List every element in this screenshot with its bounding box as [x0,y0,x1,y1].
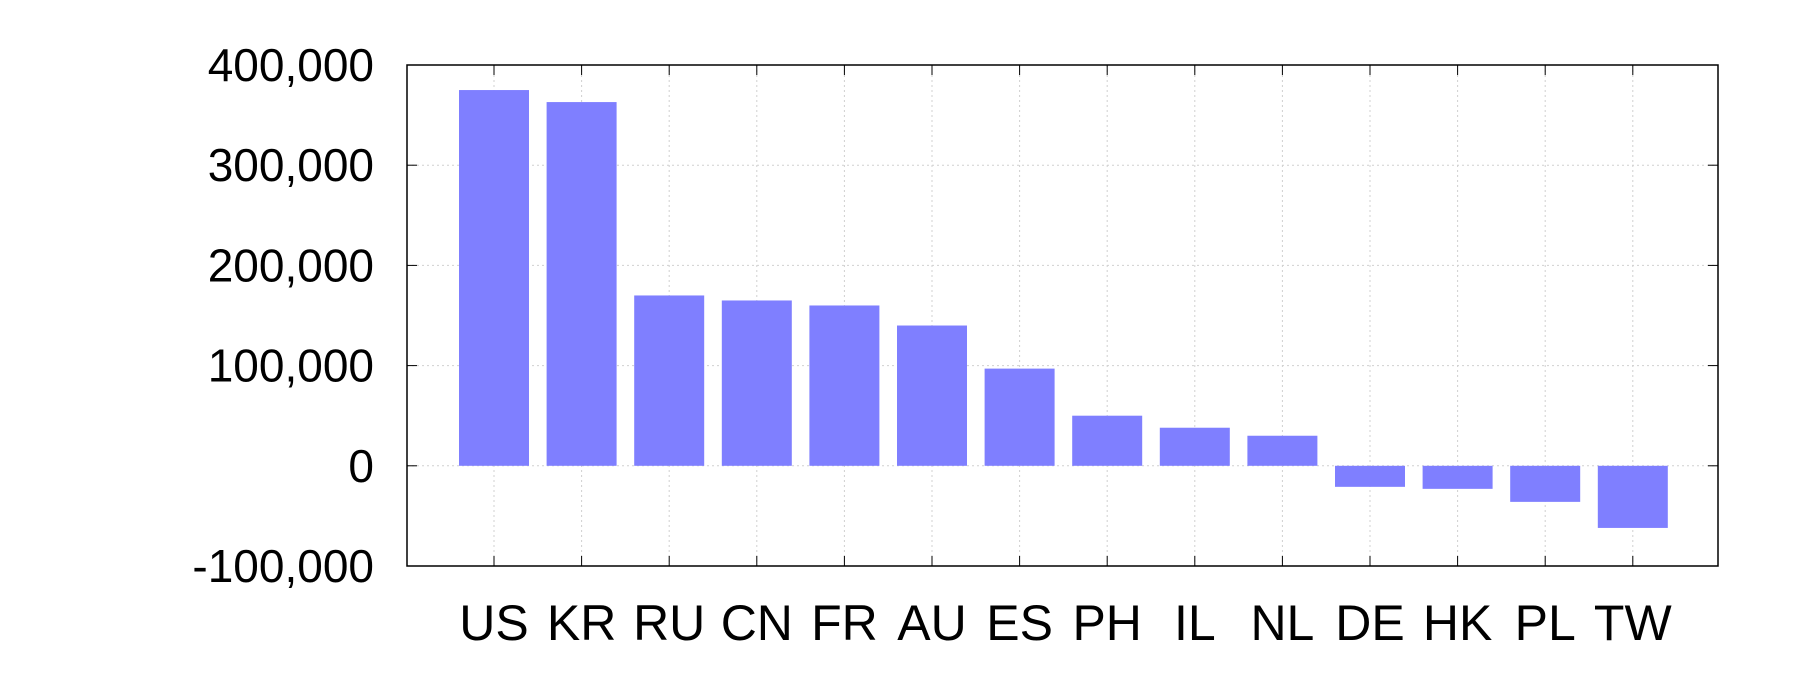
bar-il [1159,427,1230,466]
bars [459,90,1668,528]
x-tick-label: FR [811,595,878,651]
y-axis-tick-labels: 400,000 300,000 200,000 100,000 0 -100,000 [192,39,374,592]
bar-au [897,325,967,466]
x-tick-label: KR [547,595,616,651]
bar-hk [1422,465,1493,489]
x-tick-label: RU [633,595,705,651]
bar-ru [634,295,705,466]
x-tick-label: HK [1423,595,1492,651]
y-tick-label: -100,000 [192,540,374,592]
x-tick-label: PL [1515,595,1576,651]
x-tick-label: NL [1250,595,1314,651]
bar-nl [1247,435,1318,466]
bar-tw [1597,465,1668,528]
bar-us [459,90,529,466]
bar-kr [546,102,617,466]
bar-cn [721,300,792,466]
plot-frame [406,64,1719,567]
x-tick-label: TW [1594,595,1673,651]
x-tick-label: ES [986,595,1053,651]
x-tick-label: DE [1335,595,1404,651]
bar-ph [1072,415,1143,466]
y-tick-label: 300,000 [208,139,374,191]
x-tick-label: CN [721,595,793,651]
x-tick-label: PH [1072,595,1141,651]
x-axis-tick-labels: US KR RU CN FR AU ES PH IL NL DE HK PL TW [459,595,1672,651]
y-tick-label: 200,000 [208,239,374,291]
bar-pl [1510,465,1581,502]
x-tick-label: AU [897,595,966,651]
y-tick-label: 0 [348,440,374,492]
x-tick-label: US [459,595,528,651]
tick-marks [407,64,1718,567]
bar-es [984,368,1055,466]
bar-de [1335,465,1405,487]
y-tick-label: 100,000 [208,340,374,392]
bar-fr [809,305,880,466]
x-tick-label: IL [1174,595,1216,651]
y-tick-label: 400,000 [208,39,374,91]
